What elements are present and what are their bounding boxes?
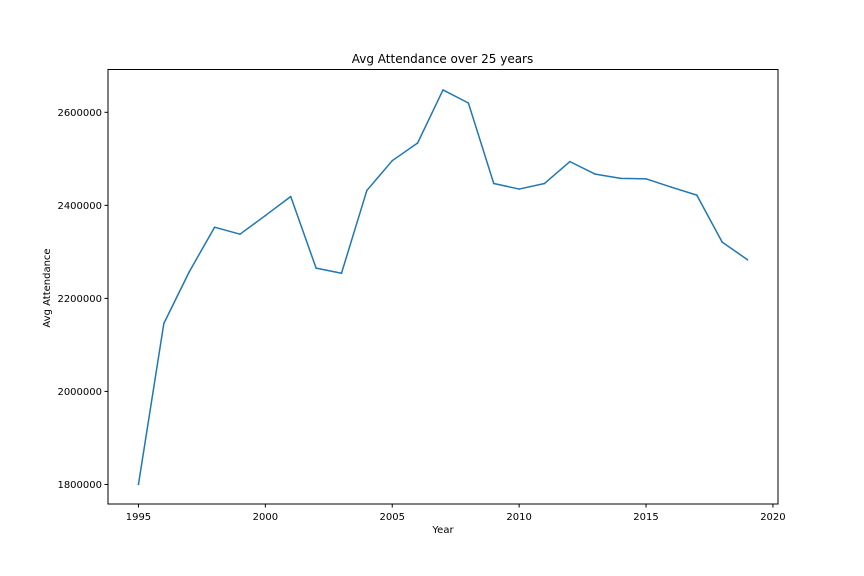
y-tick-label-2000000: 2000000 [57, 387, 102, 398]
x-tick-label-2010: 2010 [506, 512, 531, 523]
x-tick-label-2005: 2005 [380, 512, 405, 523]
data-point-2010 [518, 188, 520, 190]
data-point-2007 [442, 89, 444, 91]
y-axis-label: Avg Attendance [42, 248, 53, 327]
x-tick-label-1995: 1995 [126, 512, 151, 523]
data-point-2017 [695, 194, 698, 196]
x-tick-label-2000: 2000 [253, 512, 278, 523]
data-point-2003 [340, 272, 343, 275]
data-point-2013 [594, 173, 597, 175]
data-point-2014 [619, 177, 622, 180]
data-point-2009 [492, 182, 495, 185]
x-tick-label-2015: 2015 [633, 512, 658, 523]
data-point-2004 [366, 189, 368, 192]
data-point-1998 [213, 226, 216, 229]
data-point-2016 [670, 186, 673, 188]
y-tick-label-1800000: 1800000 [57, 480, 102, 491]
data-point-1999 [239, 233, 241, 235]
series-group [137, 89, 749, 486]
data-point-2002 [315, 267, 317, 269]
data-point-2015 [645, 178, 647, 180]
data-point-2008 [467, 102, 470, 104]
data-point-2011 [543, 182, 546, 185]
data-point-2006 [416, 142, 419, 144]
chart-title: Avg Attendance over 25 years [352, 52, 534, 66]
data-point-2005 [391, 159, 394, 162]
data-point-2000 [264, 214, 267, 217]
data-point-1997 [188, 271, 191, 273]
data-point-1995 [137, 483, 140, 486]
y-tick-label-2200000: 2200000 [57, 294, 102, 305]
data-point-2001 [289, 195, 292, 198]
plot-frame [107, 69, 779, 505]
data-point-2018 [721, 241, 723, 243]
data-point-2012 [569, 160, 571, 163]
x-tick-label-2020: 2020 [760, 512, 785, 523]
y-tick-label-2600000: 2600000 [57, 108, 102, 119]
data-point-1996 [163, 322, 165, 325]
y-tick-label-2400000: 2400000 [57, 201, 102, 212]
axis-ticks: 1995 2000 2005 2010 2015 2020 1800000 2000000 22… [57, 108, 785, 523]
x-axis-label: Year [431, 525, 454, 536]
data-point-2019 [746, 258, 749, 261]
